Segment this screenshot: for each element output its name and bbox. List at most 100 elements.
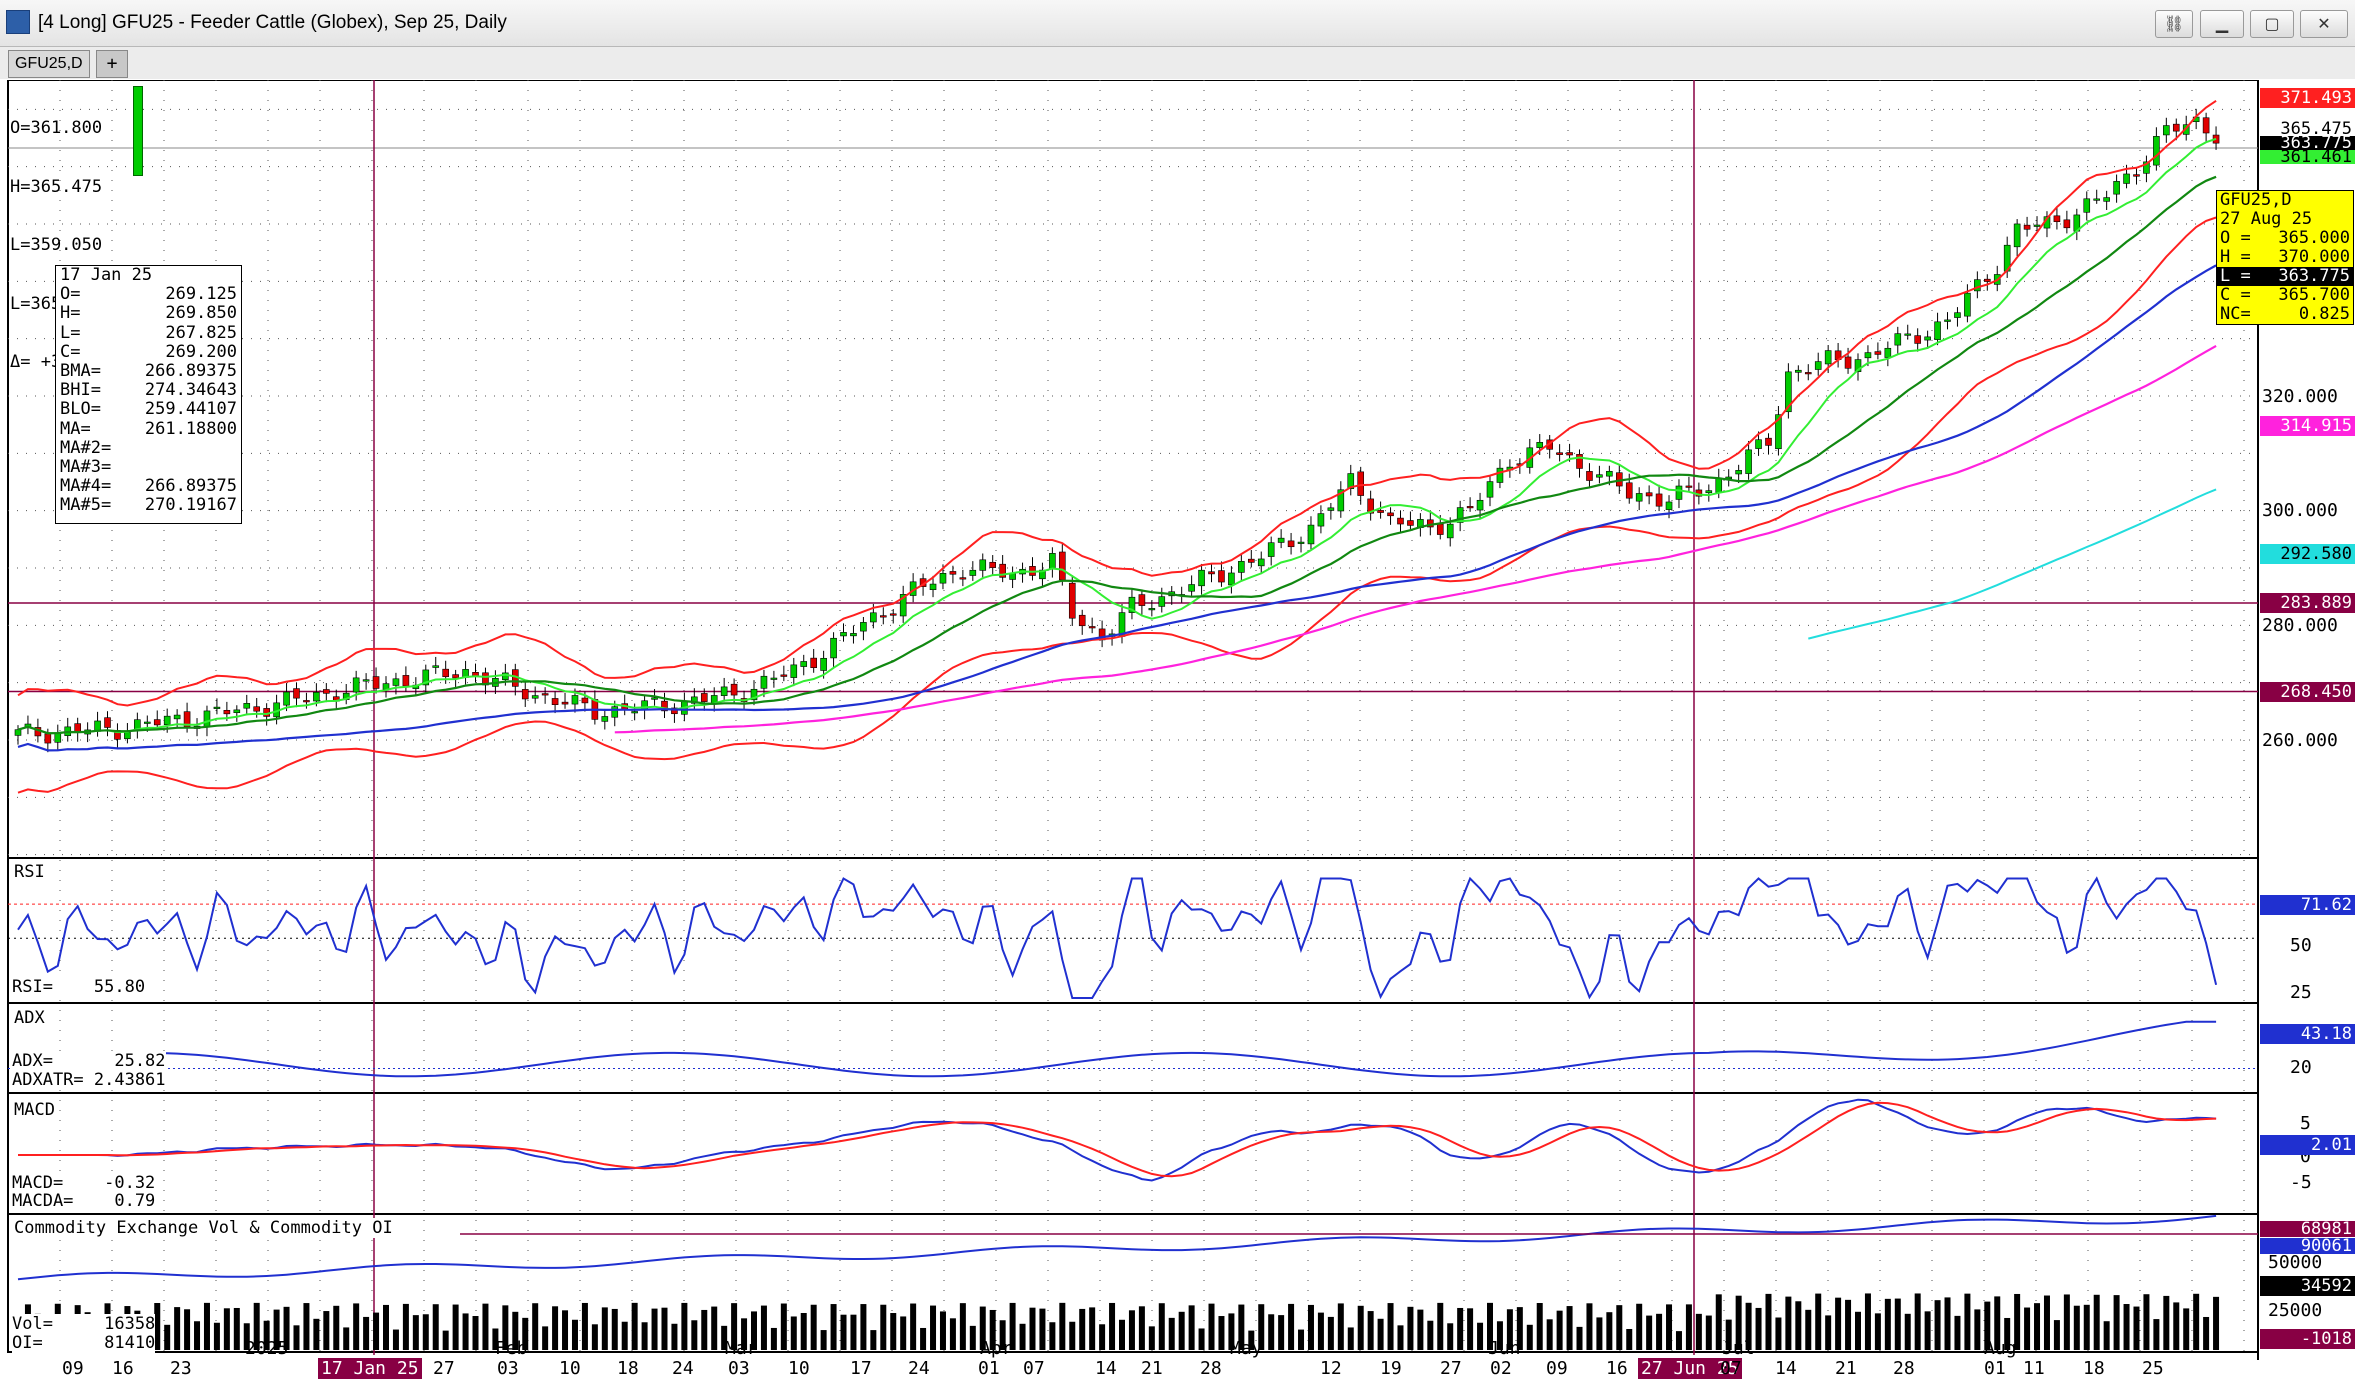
tooltip-row: O = 365.000 [2220, 228, 2350, 248]
volume-bar [571, 1319, 578, 1350]
add-tab-button[interactable]: + [96, 50, 128, 78]
candle-up [1814, 361, 1822, 370]
candle-up [2033, 224, 2041, 227]
volume-bar [253, 1302, 260, 1350]
adx-readout: ADX= 25.82 [12, 1051, 166, 1071]
volume-bar [213, 1322, 220, 1350]
x-axis-day-label: 03 [497, 1358, 519, 1379]
volume-bar [1347, 1327, 1354, 1350]
tab-gfu25[interactable]: GFU25,D [8, 50, 90, 78]
volume-bar [920, 1327, 927, 1350]
candle-down [1357, 471, 1365, 496]
volume-bar [1666, 1304, 1673, 1350]
low-label: 361.461 [2260, 149, 2355, 166]
volume-bar [979, 1306, 986, 1350]
ma-cyan-label: 292.580 [2260, 544, 2355, 564]
candle-up [720, 686, 728, 696]
volume-bar [2193, 1293, 2200, 1350]
volume-bar [1546, 1319, 1553, 1350]
volume-bar [2024, 1307, 2031, 1350]
window-titlebar: [4 Long] GFU25 - Feeder Cattle (Globex),… [0, 0, 2355, 47]
window-title: [4 Long] GFU25 - Feeder Cattle (Globex),… [38, 12, 507, 33]
volume-bar [472, 1316, 479, 1350]
candle-down [1556, 452, 1563, 455]
volume-bar [323, 1311, 330, 1350]
candle-down [671, 707, 678, 715]
volume-bar [860, 1304, 867, 1350]
x-axis-day-label: 18 [2083, 1358, 2105, 1379]
volume-bar [959, 1303, 966, 1350]
link-icon[interactable]: ⛓ [2155, 10, 2193, 38]
volume-bar [1387, 1303, 1394, 1350]
close-button[interactable]: ✕ [2300, 10, 2348, 38]
minimize-button[interactable]: ▁ [2200, 10, 2244, 38]
candle-down [1466, 506, 1474, 509]
x-axis-day-label: 12 [1320, 1358, 1342, 1379]
x-axis-day-label: 24 [908, 1358, 930, 1379]
candle-up [820, 657, 827, 671]
volume-bar [502, 1305, 509, 1350]
volume-bar [2183, 1308, 2190, 1350]
volume-bar [1029, 1307, 1036, 1350]
x-axis-day-label: 25 [2142, 1358, 2164, 1379]
volume-bar [562, 1310, 569, 1350]
candle-up [1297, 541, 1305, 544]
volume-bar [2043, 1295, 2050, 1350]
volume-bar [522, 1317, 529, 1350]
candle-down [999, 563, 1006, 578]
maximize-button[interactable]: ▢ [2250, 10, 2294, 38]
chart-tabbar: GFU25,D + [0, 47, 2355, 79]
vol-tick-25000: 25000 [2268, 1300, 2323, 1321]
candle-up [1934, 321, 1941, 340]
price-chart[interactable] [0, 80, 2355, 1393]
candle-down [700, 693, 708, 702]
x-axis-day-label: 07 [1720, 1358, 1742, 1379]
tooltip-row: GFU25,D [2220, 190, 2292, 210]
x-axis-day-label: 10 [559, 1358, 581, 1379]
volume-bar [1934, 1300, 1941, 1350]
candle-up [2123, 173, 2130, 184]
candle-up [1257, 558, 1265, 567]
volume-bar [1556, 1310, 1563, 1350]
volume-bar [2073, 1305, 2080, 1350]
volume-bar [1815, 1293, 1822, 1350]
volume-bar [1536, 1303, 1543, 1350]
candle-down [104, 717, 111, 728]
candle-down [1059, 551, 1066, 581]
macd-tick-neg5: -5 [2290, 1172, 2312, 1193]
volume-bar [1835, 1297, 1842, 1350]
volume-bar [482, 1303, 489, 1350]
candle-down [1078, 614, 1086, 627]
volume-bar [1755, 1307, 1762, 1350]
candle-down [293, 688, 300, 699]
candle-down [2202, 117, 2210, 134]
volume-bar [1516, 1307, 1523, 1350]
candle-up [1675, 485, 1683, 500]
volume-bar [1636, 1303, 1643, 1350]
volume-bar [1805, 1309, 1812, 1350]
candle-down [2053, 215, 2061, 223]
candle-up [1785, 371, 1792, 413]
volume-bar [1994, 1296, 2001, 1350]
volume-bar [383, 1304, 389, 1350]
volume-bar [1775, 1317, 1782, 1350]
volume-bar [1496, 1321, 1503, 1350]
volume-bar [880, 1304, 887, 1350]
volume-bar [1119, 1319, 1125, 1350]
candle-down [1208, 571, 1215, 575]
candle-down [1685, 485, 1693, 488]
volume-bar [1099, 1324, 1106, 1350]
volume-bar [2163, 1295, 2170, 1350]
volume-bar [1427, 1320, 1434, 1350]
candle-up [1954, 312, 1961, 318]
candle-up [531, 695, 539, 699]
volume-bar [2093, 1294, 2100, 1350]
volume-bar [581, 1302, 588, 1350]
ma-magenta-label: 314.915 [2260, 416, 2355, 436]
volume-bar [1188, 1305, 1195, 1350]
app-icon [6, 10, 30, 34]
volume-bar [1407, 1306, 1414, 1350]
last-price-label: 363.775 [2260, 135, 2355, 152]
volume-bar [1059, 1302, 1066, 1350]
volume-bar [1128, 1310, 1135, 1350]
